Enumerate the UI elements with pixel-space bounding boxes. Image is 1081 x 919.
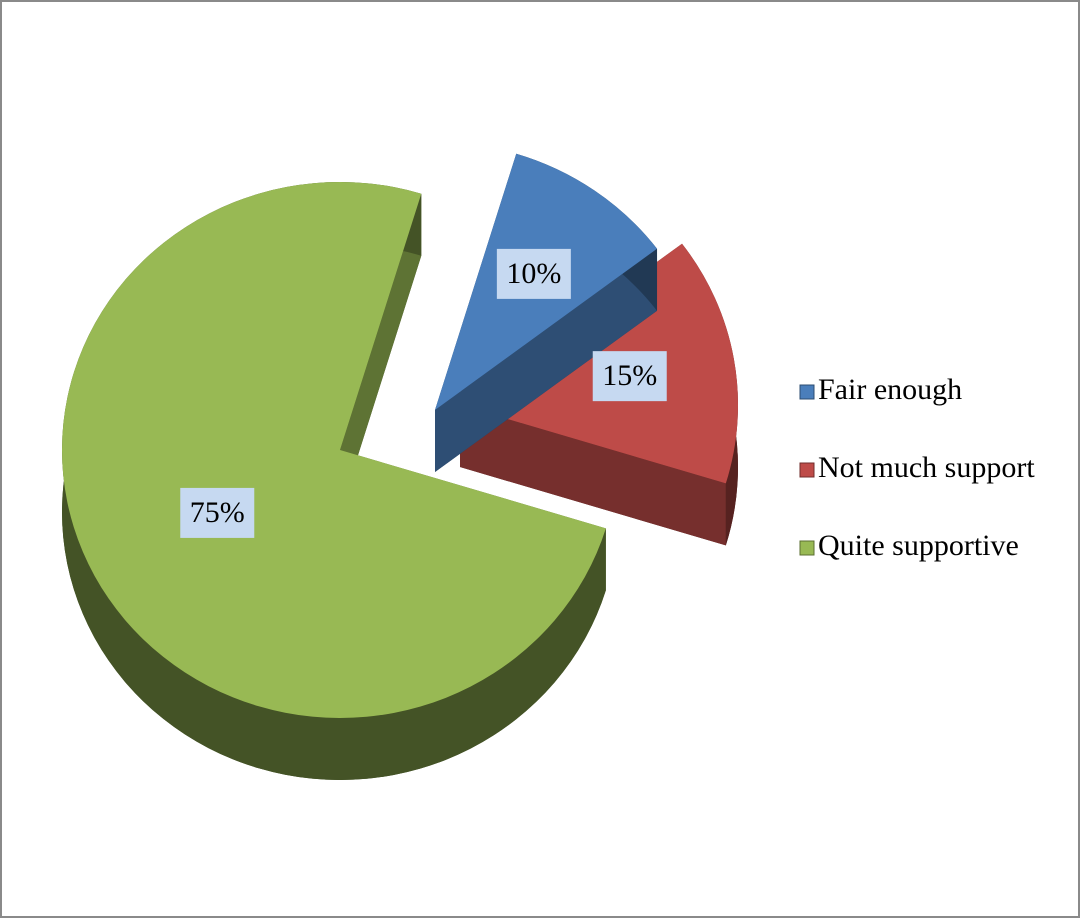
legend-swatch [799, 462, 815, 478]
pie-slice [61, 182, 606, 781]
data-label-box [496, 248, 571, 299]
data-label-box [180, 487, 255, 538]
legend-label: Quite supportive [818, 529, 1019, 562]
slice-wall [460, 405, 726, 546]
data-label-box [592, 351, 667, 402]
legend-swatch [799, 540, 815, 556]
data-label: 15% [602, 359, 657, 392]
legend-label: Fair enough [818, 373, 962, 406]
legend-label: Not much support [818, 451, 1035, 484]
slice-wall [435, 248, 658, 472]
slice-wall [340, 193, 422, 512]
data-label: 75% [190, 496, 245, 529]
legend-swatch [799, 384, 815, 400]
slice-top [61, 182, 606, 719]
data-label: 10% [506, 257, 561, 290]
